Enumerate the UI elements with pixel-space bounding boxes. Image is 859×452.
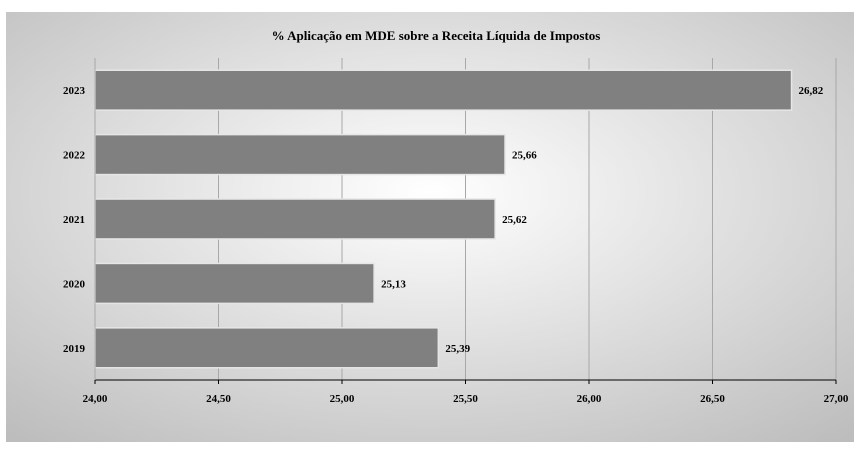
bar-2019: [94, 327, 440, 369]
x-tick-label: 26,00: [577, 393, 602, 405]
bar-2023: [94, 69, 793, 111]
x-tick-label: 25,00: [330, 393, 355, 405]
data-label: 25,66: [512, 150, 537, 162]
x-tick-label: 24,50: [206, 393, 231, 405]
category-label: 2021: [63, 214, 85, 226]
x-tick-label: 24,00: [83, 393, 108, 405]
x-tick-label: 26,50: [700, 393, 725, 405]
x-tick-label: 25,50: [453, 393, 478, 405]
x-tick-label: 27,00: [824, 393, 849, 405]
category-label: 2020: [63, 278, 86, 290]
chart-title: % Aplicação em MDE sobre a Receita Líqui…: [272, 28, 601, 43]
data-label: 26,82: [799, 85, 824, 97]
bar-2020: [94, 262, 375, 305]
data-label: 25,13: [381, 278, 406, 290]
category-label: 2019: [63, 343, 86, 355]
bar-2022: [94, 133, 506, 176]
category-label: 2023: [63, 85, 86, 97]
data-label: 25,39: [445, 343, 470, 355]
axes: [94, 58, 837, 384]
data-label: 25,62: [502, 214, 527, 226]
labels: 2023 26,82 2022 25,66 2021 25,62 2020 25,13 2019…: [63, 85, 849, 405]
category-label: 2022: [63, 150, 86, 162]
bar-2021: [94, 198, 496, 240]
bars: [94, 69, 793, 369]
